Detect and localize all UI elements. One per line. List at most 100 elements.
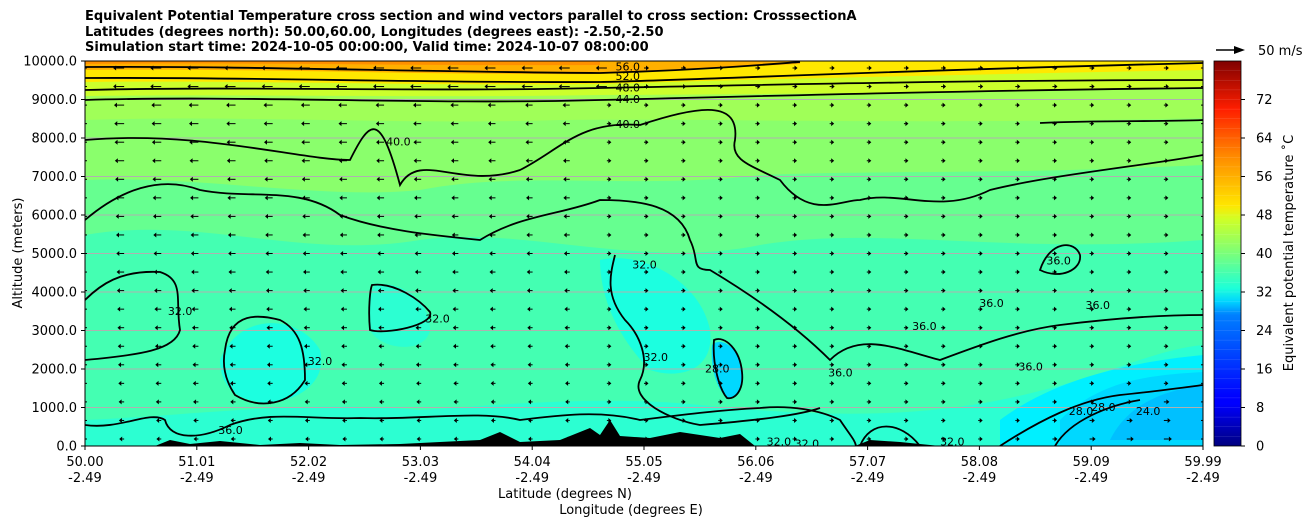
wind-arrow: [192, 380, 199, 386]
wind-arrow: [1052, 195, 1057, 201]
contour-label: 32.0: [940, 436, 965, 446]
quiver-key-arrowhead: [1234, 46, 1245, 54]
wind-arrow: [227, 176, 236, 182]
wind-arrow: [829, 176, 835, 182]
wind-arrow: [341, 399, 347, 405]
wind-arrow: [644, 213, 649, 219]
wind-arrow: [644, 139, 649, 145]
wind-arrow: [377, 232, 385, 238]
contour-label: 56.0: [616, 60, 641, 73]
svg-text:40.0: 40.0: [386, 135, 411, 148]
wind-arrow: [1015, 306, 1020, 312]
wind-arrow: [644, 380, 649, 386]
wind-arrow: [339, 176, 347, 182]
wind-arrow: [116, 251, 125, 256]
wind-arrow: [85, 86, 87, 88]
wind-arrow: [415, 288, 422, 294]
wind-arrow: [903, 176, 909, 182]
wind-arrow: [903, 84, 909, 90]
wind-arrow: [941, 269, 946, 275]
wind-arrow: [190, 232, 199, 238]
wind-arrow: [829, 288, 835, 294]
wind-arrow: [155, 380, 162, 386]
wind-arrow: [342, 436, 347, 442]
wind-arrow: [85, 290, 87, 292]
wind-arrow: [410, 65, 422, 71]
wind-arrow: [1089, 343, 1095, 349]
wind-arrow: [1052, 306, 1057, 312]
wind-arrow: [1126, 306, 1132, 312]
wind-arrow: [117, 343, 125, 349]
wind-arrow: [416, 436, 422, 442]
wind-arrow: [189, 176, 199, 182]
wind-arrow: [116, 288, 125, 294]
wind-arrow: [527, 306, 533, 312]
svg-text:32.0: 32.0: [308, 355, 333, 368]
wind-arrow: [1163, 65, 1169, 71]
wind-arrow: [378, 306, 385, 312]
wind-arrow: [644, 176, 649, 182]
wind-arrow: [866, 399, 872, 405]
wind-arrow: [1126, 232, 1132, 238]
wind-arrow: [644, 269, 649, 275]
wind-arrow: [866, 306, 872, 312]
wind-arrow: [152, 195, 162, 201]
wind-arrow: [488, 139, 496, 145]
wind-arrow: [1089, 380, 1095, 386]
wind-arrow: [903, 213, 909, 219]
svg-text:36.0: 36.0: [1018, 361, 1043, 374]
wind-arrow: [193, 399, 199, 405]
wind-arrow: [1126, 213, 1132, 219]
wind-arrow: [266, 325, 273, 331]
wind-arrow: [528, 399, 533, 405]
wind-arrow: [941, 102, 946, 108]
wind-arrow: [191, 306, 199, 312]
contour-label: 32.0: [644, 351, 669, 364]
wind-arrow: [527, 362, 533, 368]
wind-arrow: [681, 195, 686, 201]
wind-arrow: [1052, 213, 1057, 219]
contour-label: 36.0: [828, 366, 853, 379]
wind-arrow: [792, 176, 798, 182]
contour-48: [85, 79, 1203, 91]
x-tick-label-lat: 59.09: [1073, 455, 1110, 470]
wind-arrow: [335, 84, 347, 90]
wind-arrow: [188, 102, 199, 108]
wind-arrow: [230, 380, 236, 386]
wind-arrow: [941, 195, 946, 201]
wind-arrow: [792, 306, 798, 312]
wind-arrow: [792, 380, 798, 386]
wind-arrow: [447, 65, 459, 71]
wind-arrow: [903, 158, 909, 164]
wind-arrow: [521, 84, 533, 90]
wind-arrow: [525, 121, 533, 127]
x-tick-label-lat: 52.02: [290, 455, 327, 470]
wind-arrow: [941, 121, 946, 127]
wind-arrow: [453, 343, 459, 349]
contour-label: 44.0: [616, 93, 641, 106]
wind-arrow: [829, 306, 835, 312]
wind-arrow: [564, 288, 570, 294]
wind-arrow: [415, 306, 422, 312]
x-tick-label-lat: 57.07: [849, 455, 886, 470]
wind-arrow: [941, 362, 946, 368]
wind-arrow: [866, 362, 872, 368]
wind-arrow: [452, 288, 459, 294]
wind-arrow: [115, 176, 125, 182]
svg-text:56.0: 56.0: [616, 60, 641, 73]
wind-arrow: [755, 213, 760, 219]
x-tick-label-lat: 51.01: [178, 455, 215, 470]
wind-arrow: [1015, 176, 1020, 182]
wind-arrow: [941, 139, 946, 145]
wind-arrow: [606, 158, 612, 164]
svg-text:32.0: 32.0: [644, 351, 669, 364]
wind-arrow: [1089, 139, 1095, 145]
contour-32-b: [368, 283, 431, 333]
wind-arrow: [153, 213, 162, 219]
wind-arrow: [118, 380, 125, 386]
wind-arrow: [226, 139, 236, 145]
svg-text:40.0: 40.0: [616, 118, 641, 131]
wind-arrow: [489, 306, 496, 312]
contour-label: 36.0: [912, 320, 937, 333]
wind-arrow: [755, 325, 760, 331]
